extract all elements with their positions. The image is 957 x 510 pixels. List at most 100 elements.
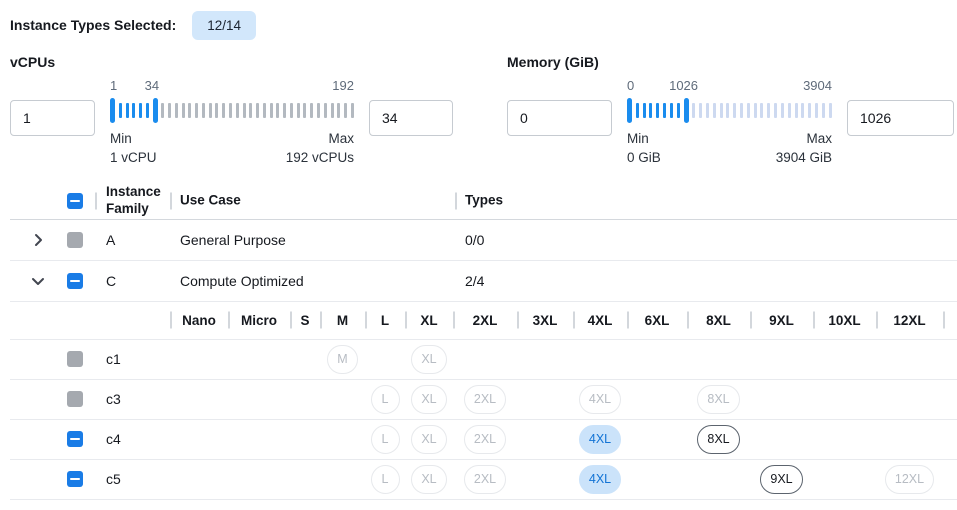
column-divider (405, 311, 407, 329)
memory-min-input[interactable] (507, 100, 612, 136)
type-checkbox[interactable] (67, 471, 83, 488)
memory-slider-track[interactable] (627, 97, 832, 124)
table-row: c1 M XL (10, 340, 957, 380)
vcpu-min-input[interactable] (10, 100, 95, 136)
chevron-down-icon[interactable] (30, 273, 46, 289)
vcpu-slider-track[interactable] (110, 97, 354, 124)
column-divider (750, 311, 752, 329)
memory-filter-group: Memory (GiB) 0 1026 3904 Min 0 GiB Max (507, 54, 954, 168)
chevron-right-icon[interactable] (30, 232, 46, 248)
table-header-row: Instance Family Use Case Types (10, 183, 957, 220)
family-checkbox[interactable] (67, 272, 83, 289)
vcpu-scale-current-label: 34 (144, 78, 160, 93)
vcpu-max-input[interactable] (369, 100, 453, 136)
slider-tick (801, 103, 805, 118)
slider-tick (767, 103, 771, 118)
slider-tick (821, 103, 825, 118)
slider-tick (780, 103, 784, 118)
slider-handle[interactable] (110, 98, 115, 123)
slider-tick (774, 103, 778, 118)
slider-tick (669, 103, 673, 118)
slider-tick (188, 103, 192, 118)
instance-type-name: c3 (106, 391, 121, 408)
slider-handle[interactable] (683, 98, 689, 123)
memory-scale-current-label: 1026 (669, 78, 699, 93)
slider-tick (794, 103, 798, 118)
slider-tick (195, 103, 199, 118)
column-divider (453, 311, 455, 329)
column-divider (943, 311, 945, 329)
type-checkbox[interactable] (67, 431, 83, 448)
column-divider (455, 192, 457, 210)
slider-tick (828, 103, 832, 118)
slider-tick (663, 103, 667, 118)
size-column-header: M (336, 312, 349, 328)
size-pill-l: L (370, 424, 400, 454)
slider-tick (283, 103, 287, 118)
use-case-value: General Purpose (180, 231, 286, 248)
size-column-header: Nano (182, 312, 216, 328)
slider-tick (760, 103, 764, 118)
vcpu-max-caption: Max 192 vCPUs (285, 131, 354, 165)
size-column-header: XL (420, 312, 438, 328)
instance-type-name: c4 (106, 431, 121, 448)
slider-handle[interactable] (152, 98, 158, 123)
table-row: C Compute Optimized 2/4 (10, 261, 957, 302)
column-divider (573, 311, 575, 329)
size-pill-m: M (327, 344, 358, 374)
slider-tick (174, 103, 178, 118)
slider-tick (262, 103, 266, 118)
instance-types-selected-label: Instance Types Selected: (10, 17, 177, 33)
slider-tick (139, 103, 143, 118)
slider-tick (168, 103, 172, 118)
memory-filter-label: Memory (GiB) (507, 54, 599, 70)
size-pill-4xl[interactable]: 4XL (578, 424, 622, 454)
size-column-header: 10XL (828, 312, 861, 328)
column-divider (170, 311, 172, 329)
memory-min-caption: Min 0 GiB (627, 131, 661, 165)
slider-tick (249, 103, 253, 118)
size-pill-xl: XL (411, 384, 447, 414)
slider-tick (222, 103, 226, 118)
memory-max-input[interactable] (847, 100, 954, 136)
slider-tick (350, 103, 354, 118)
slider-tick (699, 103, 703, 118)
size-column-header: 4XL (587, 312, 613, 328)
family-name: C (106, 272, 117, 289)
vcpu-filter-group: vCPUs 1 34 192 Min 1 vCPU Max 192 (10, 54, 453, 168)
size-column-header: L (380, 312, 390, 328)
column-divider (687, 311, 689, 329)
slider-handle[interactable] (627, 98, 632, 123)
size-pill-8xl[interactable]: 8XL (697, 424, 740, 454)
size-pill-8xl: 8XL (697, 384, 740, 414)
slider-tick (740, 103, 743, 118)
size-column-header: 3XL (532, 312, 558, 328)
slider-tick (235, 103, 239, 118)
instance-family-table: Instance Family Use Case Types A General… (10, 183, 957, 500)
memory-scale-end-label: 3904 (803, 78, 832, 93)
size-pill-9xl[interactable]: 9XL (760, 464, 803, 494)
slider-tick (303, 103, 307, 118)
size-pill-4xl[interactable]: 4XL (578, 464, 622, 494)
table-row: c4 L XL 2XL 4XL 8XL (10, 420, 957, 460)
slider-tick (276, 103, 280, 118)
slider-tick (323, 103, 327, 118)
vcpu-filter-label: vCPUs (10, 54, 56, 70)
vcpu-min-caption: Min 1 vCPU (110, 131, 157, 165)
size-header-row: Nano Micro S M L XL 2XL 3XL 4XL 6XL 8XL 9XL 10XL 12XL (10, 302, 957, 340)
slider-tick (705, 103, 709, 118)
slider-tick (132, 103, 136, 118)
type-checkbox (67, 391, 83, 408)
size-column-header: 12XL (893, 312, 926, 328)
column-divider (95, 192, 97, 210)
select-all-checkbox[interactable] (67, 192, 83, 209)
slider-tick (656, 103, 660, 118)
column-divider (813, 311, 815, 329)
size-pill-xl: XL (411, 344, 447, 374)
size-pill-xl: XL (411, 424, 447, 454)
slider-tick (712, 103, 716, 118)
slider-tick (787, 103, 791, 118)
instance-family-column-header: Instance Family (106, 183, 161, 216)
size-column-header: 2XL (472, 312, 498, 328)
memory-slider: 0 1026 3904 Min 0 GiB Max 3904 GiB (612, 78, 847, 168)
